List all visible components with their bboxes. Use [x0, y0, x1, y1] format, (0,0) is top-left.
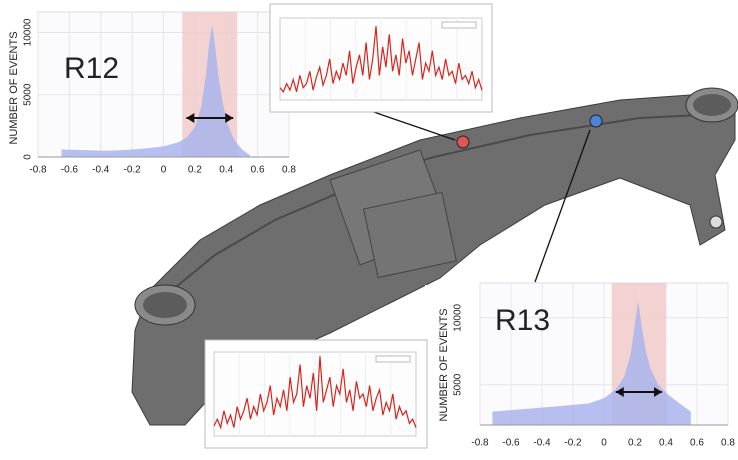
sensor-r12	[456, 135, 470, 149]
right-cylinder-hole	[693, 94, 731, 116]
x-tick-label: 0.4	[219, 165, 233, 176]
x-tick-label: -0.6	[61, 165, 79, 176]
x-tick-label: 0.2	[628, 438, 642, 449]
x-tick-label: 0.8	[282, 165, 296, 176]
legend-box	[375, 355, 411, 363]
bolt-hole	[709, 215, 723, 229]
sensor-r13	[589, 114, 603, 128]
chart-line	[204, 339, 428, 449]
x-tick-label: -0.8	[29, 165, 47, 176]
x-tick-label: -0.4	[92, 165, 110, 176]
signal-line	[279, 26, 483, 93]
y-tick-label: 10000	[453, 303, 464, 331]
chart-area: -0.8 -0.6 -0.4 -0.2 0 0.2 0.4 0.6 0.8 0 5000 10000 R…	[0, 0, 300, 178]
chart-title: R12	[64, 52, 119, 85]
signal-line	[213, 356, 417, 430]
pointer-line	[534, 129, 591, 283]
chart-line	[269, 3, 493, 113]
x-tick-label: -0.2	[564, 438, 582, 449]
y-tick-label: 10000	[23, 18, 34, 46]
distribution-area	[61, 24, 250, 158]
x-tick-label: 0.6	[690, 438, 704, 449]
x-tick-label: 0.4	[659, 438, 673, 449]
y-axis-label: NUMBER OF EVENTS	[8, 31, 20, 144]
x-tick-label: -0.4	[533, 438, 551, 449]
y-tick-label: 0	[23, 154, 34, 160]
x-tick-label: -0.8	[471, 438, 489, 449]
beam-block	[363, 191, 457, 279]
x-tick-label: 0	[601, 438, 607, 449]
x-tick-label: -0.6	[502, 438, 520, 449]
x-tick-label: 0.8	[721, 438, 735, 449]
y-tick-label: 5000	[453, 373, 464, 396]
y-axis-label: NUMBER OF EVENTS	[438, 308, 450, 421]
left-cylinder-hole	[143, 292, 187, 318]
x-tick-label: 0.6	[251, 165, 265, 176]
x-tick-label: 0	[161, 165, 167, 176]
y-tick-label: 5000	[23, 83, 34, 106]
legend-box	[441, 21, 477, 29]
chart-title: R13	[495, 304, 550, 337]
chart-area: -0.8 -0.6 -0.4 -0.2 0 0.2 0.4 0.6 0.8 5000 10000 R1…	[425, 282, 738, 460]
x-tick-label: -0.2	[124, 165, 142, 176]
x-tick-label: 0.2	[188, 165, 202, 176]
distribution-area	[492, 300, 691, 425]
